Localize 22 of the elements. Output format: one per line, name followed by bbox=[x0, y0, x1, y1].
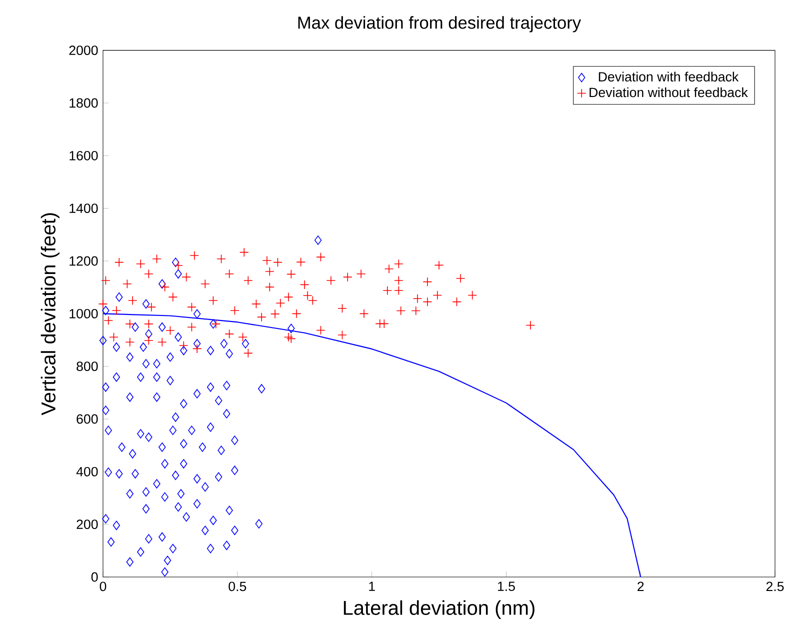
legend-label: Deviation with feedback bbox=[598, 72, 739, 82]
y-tick-label: 1000 bbox=[70, 308, 98, 318]
y-tick-label: 200 bbox=[76, 520, 98, 530]
x-tick-label: 1.5 bbox=[498, 582, 515, 592]
x-tick-label: 2 bbox=[638, 582, 644, 592]
x-tick-label: 0.5 bbox=[228, 582, 246, 592]
y-tick-label: 600 bbox=[76, 414, 98, 424]
y-tick-label: 2000 bbox=[69, 46, 98, 56]
y-tick-label: 1200 bbox=[70, 256, 98, 266]
y-tick-label: 1400 bbox=[70, 204, 98, 214]
x-tick-label: 0 bbox=[100, 582, 106, 592]
y-axis-title: Vertical deviation (feet) bbox=[40, 213, 60, 416]
y-tick-label: 1800 bbox=[70, 98, 98, 108]
legend-label: Deviation without feedback bbox=[590, 87, 748, 98]
x-tick-label: 1 bbox=[369, 582, 375, 591]
chart-title: Max deviation from desired trajectory bbox=[298, 16, 582, 32]
x-tick-label: 2.5 bbox=[766, 582, 784, 592]
y-tick-label: 0 bbox=[91, 572, 98, 582]
x-axis-title: Lateral deviation (nm) bbox=[344, 600, 534, 619]
y-tick-label: 800 bbox=[76, 362, 98, 372]
y-tick-label: 1600 bbox=[70, 150, 98, 160]
y-tick-label: 400 bbox=[76, 466, 98, 476]
